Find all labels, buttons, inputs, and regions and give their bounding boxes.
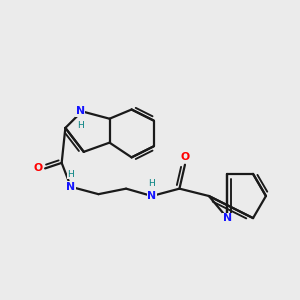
Text: O: O	[33, 164, 42, 173]
Text: N: N	[147, 191, 156, 201]
Text: O: O	[180, 152, 190, 162]
Text: H: H	[148, 179, 155, 188]
Text: N: N	[223, 213, 232, 223]
Text: N: N	[66, 182, 75, 192]
Text: H: H	[77, 121, 83, 130]
Text: H: H	[68, 170, 74, 179]
Text: N: N	[76, 106, 85, 116]
